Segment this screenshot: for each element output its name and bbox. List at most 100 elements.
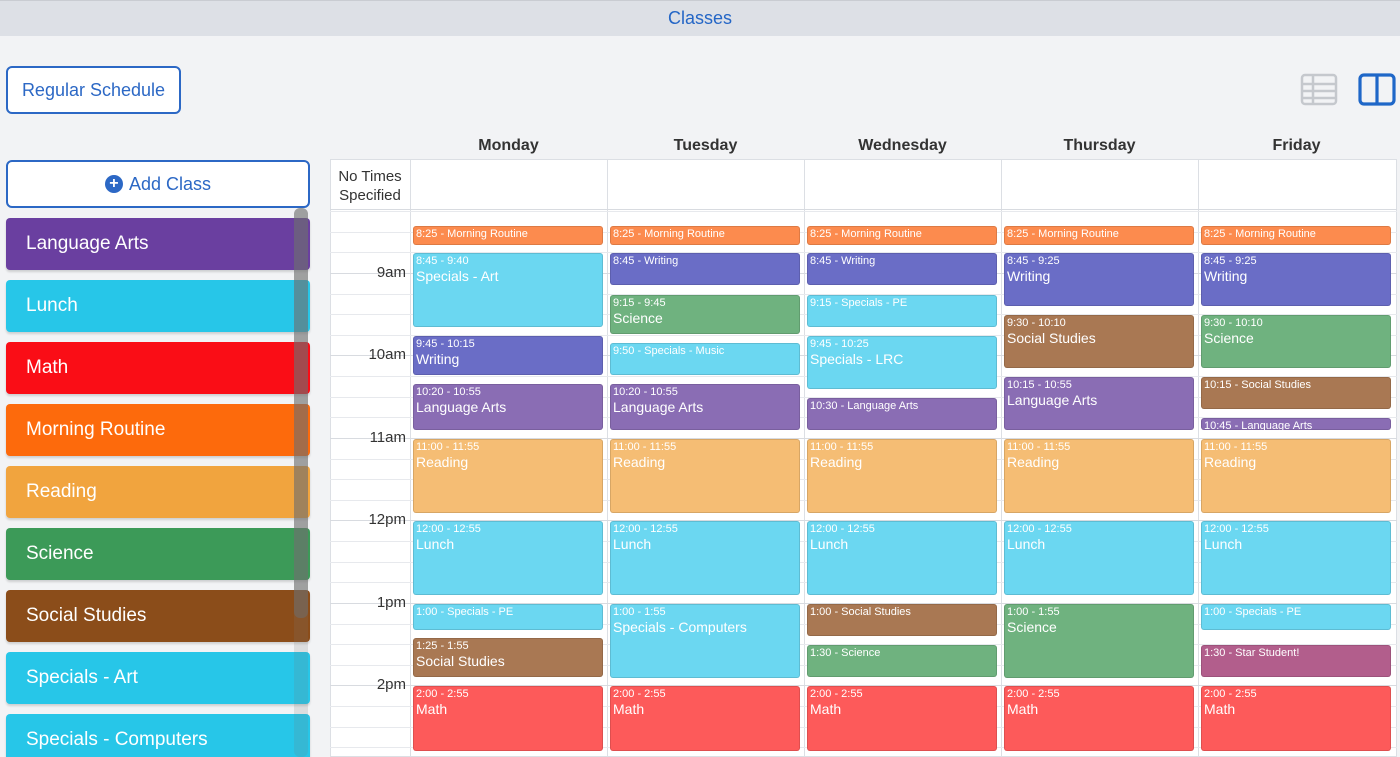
schedule-event[interactable]: 12:00 - 12:55 Lunch	[807, 521, 997, 595]
schedule-event[interactable]: 1:00 - Social Studies	[807, 604, 997, 636]
calendar-view-icon[interactable]	[1358, 72, 1396, 108]
schedule-event[interactable]: 10:15 - 10:55 Language Arts	[1004, 377, 1194, 430]
schedule-event[interactable]: 10:30 - Language Arts	[807, 398, 997, 430]
schedule-event[interactable]: 12:00 - 12:55 Lunch	[610, 521, 800, 595]
window-title: Classes	[667, 8, 733, 28]
schedule-event[interactable]: 11:00 - 11:55 Reading	[1004, 439, 1194, 513]
event-name: Writing	[416, 351, 460, 367]
event-time: 2:00 - 2:55	[810, 688, 863, 700]
event-name: Lunch	[1007, 536, 1046, 552]
add-class-button[interactable]: + Add Class	[6, 160, 310, 208]
event-time: 9:30 - 10:10	[1007, 317, 1066, 329]
schedule-event[interactable]: 2:00 - 2:55 Math	[807, 686, 997, 751]
event-name: Reading	[1007, 454, 1060, 470]
schedule-event[interactable]: 1:00 - Specials - PE	[1201, 604, 1391, 630]
schedule-event[interactable]: 2:00 - 2:55 Math	[1201, 686, 1391, 751]
schedule-event[interactable]: 11:00 - 11:55 Reading	[413, 439, 603, 513]
schedule-event[interactable]: 10:45 - Language Arts	[1201, 418, 1391, 430]
event-name: Science	[1204, 330, 1254, 346]
schedule-event[interactable]: 12:00 - 12:55 Lunch	[1201, 521, 1391, 595]
schedule-event[interactable]: 2:00 - 2:55 Math	[610, 686, 800, 751]
schedule-event[interactable]: 9:30 - 10:10 Science	[1201, 315, 1391, 368]
event-name: Science	[613, 310, 663, 326]
day-header-friday: Friday	[1272, 137, 1321, 154]
event-name: Language Arts	[416, 399, 507, 415]
no-times-row-divider	[330, 209, 1397, 210]
schedule-event[interactable]: 2:00 - 2:55 Math	[413, 686, 603, 751]
event-name: Language Arts	[613, 399, 704, 415]
schedule-event[interactable]: 11:00 - 11:55 Reading	[610, 439, 800, 513]
schedule-event[interactable]: 8:45 - Writing	[807, 253, 997, 285]
time-label: 9am	[376, 264, 406, 281]
schedule-event[interactable]: 1:00 - 1:55 Specials - Computers	[610, 604, 800, 678]
event-time: 2:00 - 2:55	[1204, 688, 1257, 700]
class-item[interactable]: Lunch	[6, 280, 310, 332]
event-name: Specials - Computers	[613, 619, 747, 635]
class-item[interactable]: Science	[6, 528, 310, 580]
event-name: Lunch	[613, 536, 652, 552]
event-time: 9:15 - 9:45	[613, 297, 666, 309]
class-item[interactable]: Specials - Art	[6, 652, 310, 704]
schedule-event[interactable]: 1:00 - 1:55 Science	[1004, 604, 1194, 678]
class-item[interactable]: Language Arts	[6, 218, 310, 270]
schedule-event[interactable]: 9:45 - 10:15 Writing	[413, 336, 603, 375]
schedule-event[interactable]: 11:00 - 11:55 Reading	[807, 439, 997, 513]
schedule-event[interactable]: 9:15 - 9:45 Science	[610, 295, 800, 334]
schedule-event[interactable]: 8:25 - Morning Routine	[413, 226, 603, 245]
event-name: Lunch	[810, 536, 849, 552]
event-time: 2:00 - 2:55	[613, 688, 666, 700]
time-label: 12pm	[368, 511, 406, 528]
schedule-event[interactable]: 1:30 - Science	[807, 645, 997, 677]
schedule-event[interactable]: 9:15 - Specials - PE	[807, 295, 997, 327]
schedule-event[interactable]: 11:00 - 11:55 Reading	[1201, 439, 1391, 513]
event-time: 10:45 - Language Arts	[1204, 420, 1313, 430]
grid-row-line	[330, 397, 1397, 398]
class-item[interactable]: Morning Routine	[6, 404, 310, 456]
schedule-event[interactable]: 8:25 - Morning Routine	[610, 226, 800, 245]
event-time: 8:45 - 9:40	[416, 255, 469, 267]
day-header-thursday: Thursday	[1063, 137, 1136, 154]
grid-row-line	[330, 438, 1397, 439]
event-name: Math	[1204, 701, 1236, 717]
schedule-event[interactable]: 8:45 - 9:25 Writing	[1201, 253, 1391, 306]
schedule-event[interactable]: 8:45 - Writing	[610, 253, 800, 285]
event-time: 12:00 - 12:55	[613, 523, 678, 535]
schedule-event[interactable]: 1:00 - Specials - PE	[413, 604, 603, 630]
event-time: 11:00 - 11:55	[810, 441, 874, 453]
schedule-event[interactable]: 8:25 - Morning Routine	[1201, 226, 1391, 245]
schedule-event[interactable]: 12:00 - 12:55 Lunch	[413, 521, 603, 595]
class-item[interactable]: Social Studies	[6, 590, 310, 642]
schedule-event[interactable]: 9:50 - Specials - Music	[610, 343, 800, 375]
schedule-event[interactable]: 1:30 - Star Student!	[1201, 645, 1391, 677]
schedule-event[interactable]: 8:25 - Morning Routine	[807, 226, 997, 245]
event-time: 12:00 - 12:55	[810, 523, 875, 535]
event-time: 1:00 - Specials - PE	[416, 606, 514, 618]
schedule-event[interactable]: 10:15 - Social Studies	[1201, 377, 1391, 409]
event-time: 1:25 - 1:55	[416, 640, 469, 652]
event-time: 8:45 - 9:25	[1007, 255, 1060, 267]
event-time: 1:00 - 1:55	[613, 606, 666, 618]
regular-schedule-button[interactable]: Regular Schedule	[6, 66, 181, 114]
event-time: 10:30 - Language Arts	[810, 400, 919, 412]
schedule-event[interactable]: 9:45 - 10:25 Specials - LRC	[807, 336, 997, 389]
class-item[interactable]: Reading	[6, 466, 310, 518]
schedule-event[interactable]: 1:25 - 1:55 Social Studies	[413, 638, 603, 677]
event-time: 8:25 - Morning Routine	[810, 228, 922, 240]
class-item[interactable]: Specials - Computers	[6, 714, 310, 757]
schedule-event[interactable]: 12:00 - 12:55 Lunch	[1004, 521, 1194, 595]
schedule-event[interactable]: 8:45 - 9:40 Specials - Art	[413, 253, 603, 327]
schedule-event[interactable]: 8:45 - 9:25 Writing	[1004, 253, 1194, 306]
list-view-icon[interactable]	[1300, 72, 1338, 108]
sidebar-scrollbar-thumb[interactable]	[294, 208, 308, 618]
schedule-event[interactable]: 10:20 - 10:55 Language Arts	[413, 384, 603, 430]
event-name: Science	[1007, 619, 1057, 635]
grid-column-divider	[607, 159, 608, 757]
schedule-event[interactable]: 10:20 - 10:55 Language Arts	[610, 384, 800, 430]
class-item[interactable]: Math	[6, 342, 310, 394]
schedule-event[interactable]: 8:25 - Morning Routine	[1004, 226, 1194, 245]
schedule-event[interactable]: 2:00 - 2:55 Math	[1004, 686, 1194, 751]
schedule-event[interactable]: 9:30 - 10:10 Social Studies	[1004, 315, 1194, 368]
event-time: 8:25 - Morning Routine	[1204, 228, 1316, 240]
event-time: 1:30 - Science	[810, 647, 881, 659]
event-time: 2:00 - 2:55	[416, 688, 469, 700]
